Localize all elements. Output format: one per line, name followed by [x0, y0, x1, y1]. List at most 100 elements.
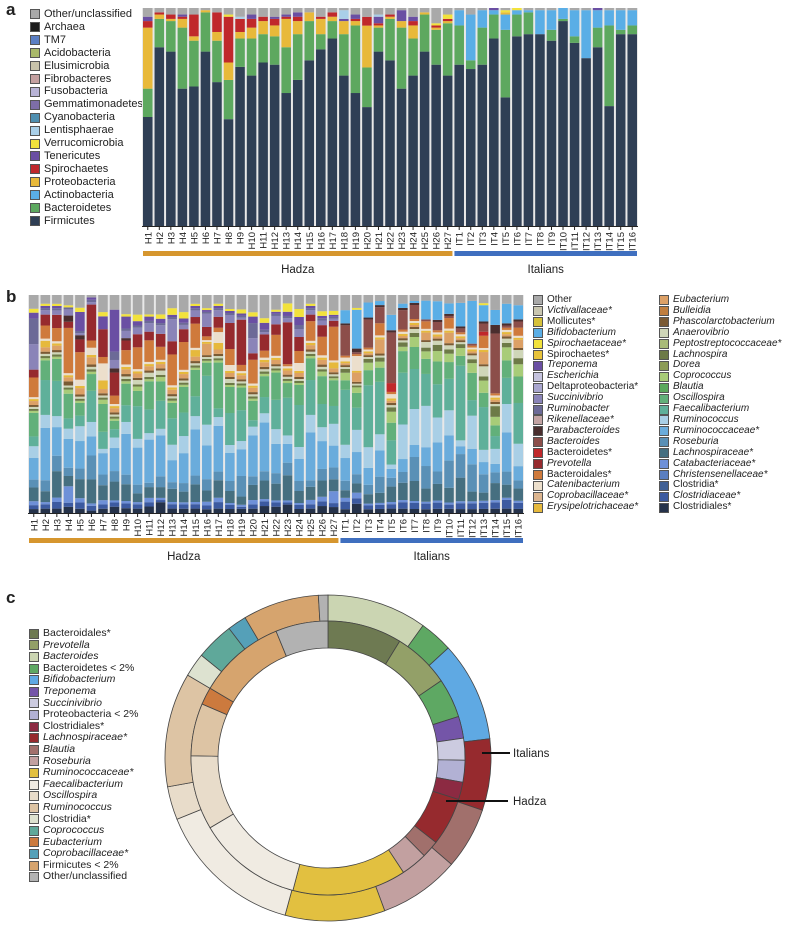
bar-segment-h16-lachnospira	[202, 358, 212, 361]
bar-segment-h16-bacteroidales	[202, 336, 212, 341]
bar-segment-h1-other-unclassified	[143, 8, 153, 17]
legend-swatch	[29, 663, 39, 674]
bar-segment-h7-ruminococcus	[98, 448, 108, 454]
bar-segment-h6-clostridiaceae	[86, 505, 97, 511]
bar-segment-it16-lachnospira	[513, 358, 523, 365]
bar-segment-h20-faecalibacterium	[248, 420, 258, 427]
bar-segment-h24-lachnospira	[294, 381, 304, 383]
bar-segment-h23-catabacteriaceae	[282, 500, 293, 503]
bar-segment-it7-parabacteroides	[409, 303, 420, 305]
legend-label: Elusimicrobia	[44, 59, 110, 72]
bar-segment-h4-spirochaetaceae	[63, 305, 74, 308]
bar-segment-h3-proteobacteria	[166, 18, 176, 22]
bar-segment-it6-lachnospira	[398, 342, 408, 347]
bar-segment-h5-other-unclassified	[189, 8, 199, 15]
bar-segment-h19-coprococcus	[236, 385, 247, 388]
bar-segment-h16-ruminococcaceae	[202, 445, 212, 480]
bar-segment-h4-tenericutes	[177, 14, 188, 17]
bar-segment-it6-catenibacterium	[398, 331, 408, 334]
bar-segment-h12-roseburia	[155, 476, 166, 488]
bar-segment-h21-proteobacteria	[373, 25, 384, 28]
bar-segment-it11-lachnospiraceae	[455, 477, 466, 502]
bar-segment-it13-bifidobacterium	[478, 305, 489, 322]
legend-label: Eubacterium	[43, 835, 102, 848]
bar-segment-h16-other-unclassified	[316, 8, 326, 17]
bar-segment-it14-coprococcus	[490, 416, 500, 426]
bar-segment-h21-lachnospiraceae	[259, 480, 270, 500]
bar-segment-it12-other	[467, 295, 477, 301]
bar-segment-it9-firmicutes	[546, 40, 557, 227]
bar-segment-h13-firmicutes	[281, 93, 291, 227]
bar-segment-it4-bifidobacterium	[375, 301, 385, 306]
bar-segment-h7-coprococcus	[98, 399, 108, 404]
legend-swatch	[659, 502, 669, 513]
x-tick-label: H17	[328, 232, 339, 249]
bar-segment-h5-firmicutes	[189, 86, 199, 226]
bar-segment-it5-ruminococcus	[386, 464, 397, 469]
bar-segment-it7-bacteroidetes	[523, 12, 534, 35]
legend-swatch	[30, 61, 40, 72]
bar-segment-h26-verrucomicrobia	[431, 23, 441, 26]
x-tick-label: IT3	[364, 519, 375, 533]
bar-segment-it5-firmicutes	[500, 97, 511, 226]
legend-item-coprococcus: Coprococcus	[659, 370, 781, 382]
x-tick-label: IT14	[491, 519, 502, 538]
bar-segment-h12-firmicutes	[269, 64, 280, 227]
bar-segment-h4-coprococcus	[63, 389, 74, 394]
panel-b-letter: b	[6, 287, 17, 306]
bar-segment-h19-tenericutes	[350, 14, 361, 19]
bar-segment-h21-spirochaetes	[373, 23, 384, 26]
x-tick-label: H26	[318, 519, 329, 536]
bar-segment-it8-clostridiaceae	[421, 503, 431, 510]
bar-segment-it16-bacteroidetes	[627, 25, 637, 35]
legend-label: Fusobacteria	[44, 85, 108, 98]
legend-swatch	[30, 151, 40, 162]
bar-segment-h18-lachnospira	[225, 383, 235, 385]
legend-swatch	[30, 190, 40, 201]
bar-segment-h18-bacteroidetes	[339, 34, 349, 76]
x-tick-label: IT13	[479, 519, 490, 538]
bar-segment-it5-other	[386, 295, 397, 315]
bar-segment-h21-roseburia	[259, 471, 270, 481]
bar-segment-h2-catenibacterium	[40, 338, 51, 341]
legend-swatch	[659, 415, 669, 426]
x-tick-label: H21	[374, 232, 385, 249]
bar-segment-h27-spirochaetes	[442, 18, 453, 22]
bar-segment-it16-parabacteroides	[513, 319, 523, 322]
x-tick-label: IT4	[489, 232, 500, 246]
bar-segment-h4-lachnospira	[63, 387, 74, 390]
legend-swatch	[659, 349, 669, 360]
bar-segment-it7-anaerovibrio	[409, 329, 420, 333]
bar-segment-h13-anaerovibrio	[167, 396, 177, 399]
legend-swatch	[30, 99, 40, 110]
bar-segment-h27-bacteroidales	[328, 326, 339, 361]
bar-segment-h26-catenibacterium	[317, 355, 327, 358]
legend-item-bacteroidetes-2: Bacteroidetes < 2%	[29, 662, 138, 675]
bar-segment-h10-erysipelotrichaceae	[132, 371, 143, 374]
bar-segment-it15-bacteroidetes	[615, 29, 626, 35]
bar-segment-h1-roseburia	[29, 479, 39, 488]
bar-segment-h2-succinivibrio	[40, 310, 51, 315]
x-tick-label: H22	[272, 519, 283, 536]
bar-segment-it16-roseburia	[513, 480, 523, 489]
bar-segment-h18-lentisphaerae	[339, 10, 349, 19]
panel-c-letter: c	[6, 588, 16, 607]
bar-segment-h9-parabacteroides	[121, 338, 131, 341]
bar-segment-h26-phascolarctobacterium	[317, 364, 327, 367]
bar-segment-h3-treponema	[52, 306, 62, 309]
bar-segment-h20-catenibacterium	[248, 383, 258, 386]
bar-segment-it16-clostridiales	[513, 508, 523, 513]
bar-segment-h8-proteobacteria	[223, 62, 234, 80]
bar-segment-h20-clostridiales	[248, 508, 258, 513]
bar-segment-it2-ruminococcus	[351, 429, 362, 453]
legend-label: Prevotella	[43, 638, 90, 651]
bar-segment-it6-clostridiaceae	[398, 502, 408, 509]
legend-label: Lachnospiraceae*	[673, 446, 754, 458]
bar-segment-h7-phascolarctobacterium	[98, 393, 108, 396]
bar-segment-it8-roseburia	[421, 466, 431, 489]
legend-label: Phascolarctobacterium	[673, 315, 775, 327]
bar-segment-h24-ruminococcus	[294, 447, 304, 459]
bar-segment-it9-catabacteriaceae	[432, 500, 443, 503]
bar-segment-h9-succinivibrio	[121, 330, 131, 339]
legend-label: Oscillospira	[673, 392, 725, 404]
